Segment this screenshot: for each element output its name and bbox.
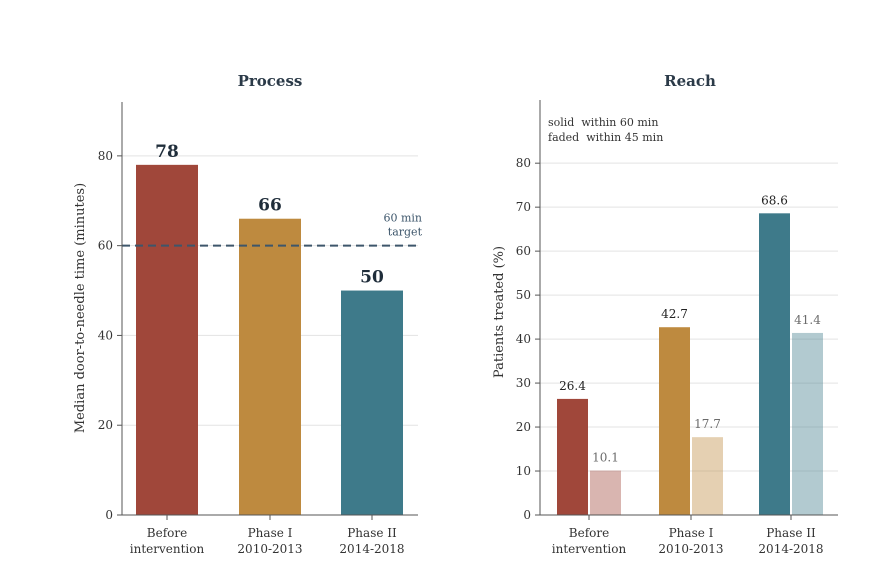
- reach-solid-value-label: 42.7: [661, 307, 688, 321]
- reach-bar-faded: [792, 332, 823, 515]
- reach-bar-faded: [590, 470, 621, 515]
- reach-faded-value-label: 17.7: [694, 417, 721, 431]
- process-ytick-label: 20: [98, 418, 113, 432]
- process-ytick-label: 60: [98, 239, 113, 253]
- reach-ytick-label: 40: [516, 332, 531, 346]
- process-ytick-label: 80: [98, 149, 113, 163]
- reach-solid-value-label: 26.4: [559, 379, 586, 393]
- process-value-label: 50: [360, 268, 384, 288]
- reach-faded-value-label: 41.4: [794, 313, 821, 327]
- reach-ytick-label: 80: [516, 156, 531, 170]
- reach-category-label: intervention: [552, 542, 627, 556]
- reach-category-label: Before: [569, 526, 609, 540]
- reach-ytick-label: 70: [516, 200, 531, 214]
- target-line-label: target: [388, 226, 423, 239]
- process-chart-title: Process: [238, 72, 303, 90]
- reach-category-label: Phase I: [669, 526, 714, 540]
- reach-category-label: 2010-2013: [658, 542, 723, 556]
- process-category-label: 2014-2018: [339, 542, 404, 556]
- reach-bar-solid: [557, 398, 588, 515]
- process-y-axis-label: Median door-to-needle time (minutes): [73, 183, 88, 433]
- reach-ytick-label: 50: [516, 288, 531, 302]
- reach-ytick-label: 20: [516, 420, 531, 434]
- reach-bar-faded: [692, 437, 723, 515]
- process-bar: [136, 164, 198, 515]
- process-category-label: Before: [147, 526, 187, 540]
- reach-annotation: faded within 45 min: [548, 131, 663, 144]
- reach-faded-value-label: 10.1: [592, 451, 619, 465]
- process-category-label: intervention: [130, 542, 205, 556]
- reach-ytick-label: 0: [523, 508, 531, 522]
- reach-annotation: solid within 60 min: [548, 116, 658, 129]
- process-ytick-label: 0: [105, 508, 113, 522]
- reach-category-label: 2014-2018: [758, 542, 823, 556]
- reach-y-axis-label: Patients treated (%): [492, 246, 507, 378]
- target-line-label: 60 min: [383, 212, 422, 225]
- process-bar: [341, 290, 403, 515]
- process-value-label: 78: [155, 142, 179, 162]
- process-category-label: Phase I: [248, 526, 293, 540]
- reach-solid-value-label: 68.6: [761, 193, 788, 207]
- reach-ytick-label: 10: [516, 464, 531, 478]
- reach-category-label: Phase II: [766, 526, 816, 540]
- process-bar: [239, 218, 301, 515]
- reach-bar-solid: [759, 213, 790, 515]
- reach-chart-title: Reach: [664, 72, 716, 90]
- process-value-label: 66: [258, 196, 282, 216]
- reach-ytick-label: 60: [516, 244, 531, 258]
- process-category-label: Phase II: [347, 526, 397, 540]
- process-ytick-label: 40: [98, 328, 113, 342]
- process-category-label: 2010-2013: [237, 542, 302, 556]
- reach-bar-solid: [659, 327, 690, 515]
- reach-ytick-label: 30: [516, 376, 531, 390]
